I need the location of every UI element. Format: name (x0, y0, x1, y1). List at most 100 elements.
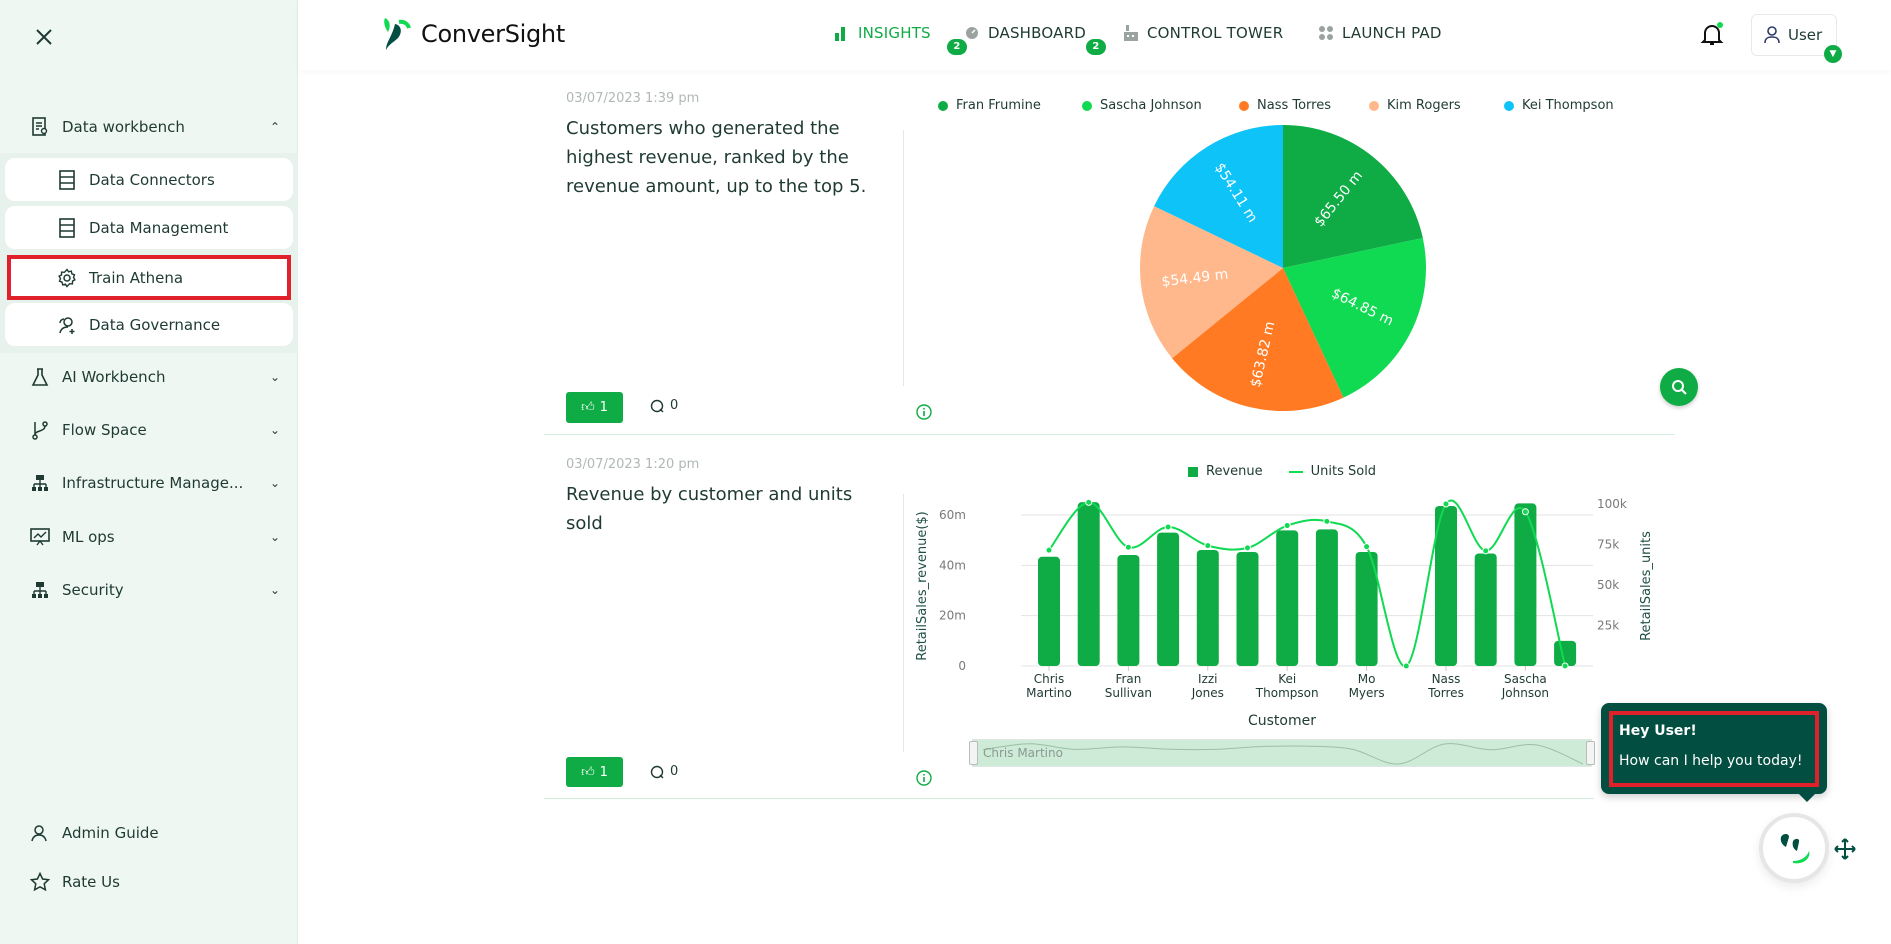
legend-dot (1504, 100, 1514, 111)
comment-icon (650, 399, 664, 412)
chevron-down-icon: ⌄ (269, 583, 280, 597)
x-tick-label: Kei (1278, 672, 1296, 686)
units-sold-point (1521, 508, 1529, 516)
slider-right-handle[interactable] (1586, 741, 1595, 765)
revenue-bar (1077, 502, 1100, 666)
like-button[interactable]: 👍︎ 1 (566, 757, 623, 787)
y2-tick-label: 50k (1597, 578, 1619, 592)
legend-revenue[interactable]: Revenue (1206, 464, 1263, 479)
tab-dashboard[interactable]: DASHBOARD 2 (965, 24, 1106, 55)
sidebar-item-label: Rate Us (62, 873, 120, 891)
x-tick-label: Johnson (1501, 686, 1549, 700)
info-icon[interactable] (916, 770, 932, 790)
tab-insights[interactable]: INSIGHTS 2 (835, 24, 967, 55)
sidebar-item-ai-workbench[interactable]: AI Workbench ⌄ (30, 362, 280, 392)
slider-label: Chris Martino (983, 746, 1063, 760)
y2-tick-label: 100k (1597, 497, 1627, 511)
sidebar-item-label: Data Governance (89, 315, 221, 334)
comment-button[interactable]: 0 (650, 764, 678, 779)
server-icon (57, 217, 77, 238)
units-sold-point (1085, 498, 1093, 506)
sidebar-item-flow-space[interactable]: Flow Space ⌄ (30, 415, 280, 445)
units-sold-point (1561, 662, 1569, 670)
legend-label: Kei Thompson (1522, 98, 1614, 113)
sidebar-item-label: Flow Space (62, 421, 147, 439)
legend-units-sold[interactable]: Units Sold (1310, 464, 1377, 479)
comment-count: 0 (670, 764, 679, 779)
tab-label: INSIGHTS (858, 24, 931, 42)
bubble-pointer (1799, 794, 1815, 802)
insight-date: 03/07/2023 1:39 pm (566, 91, 700, 106)
units-sold-point (1164, 523, 1172, 531)
insight-title: Revenue by customer and units sold (566, 484, 853, 534)
pie-legend-item[interactable]: Kim Rogers (1369, 98, 1504, 113)
x-tick-label: Sullivan (1105, 686, 1152, 700)
tab-launch-pad[interactable]: LAUNCH PAD (1319, 24, 1442, 42)
slider-preview-line (982, 743, 1584, 765)
like-button[interactable]: 👍︎ 1 (566, 392, 623, 423)
dashboard-count-badge: 2 (1086, 39, 1106, 55)
comment-count: 0 (670, 398, 679, 413)
sidebar-item-data-connectors[interactable]: Data Connectors (5, 158, 293, 201)
divider (903, 494, 904, 752)
sidebar-item-data-governance[interactable]: Data Governance (5, 303, 293, 346)
chevron-down-icon: ⌄ (269, 370, 280, 384)
pie-chart: $65.50 m$64.85 m$63.82 m$54.49 m$54.11 m (1140, 125, 1426, 411)
revenue-bar (1157, 532, 1180, 666)
gear-icon (57, 267, 77, 288)
units-sold-point (1402, 662, 1410, 670)
x-tick-label: Martino (1026, 686, 1072, 700)
pie-legend-item[interactable]: Fran Frumine (938, 98, 1082, 113)
close-icon[interactable] (33, 26, 55, 48)
conversight-logo[interactable]: ConverSight (381, 16, 565, 52)
pie-legend-item[interactable]: Nass Torres (1239, 98, 1369, 113)
pie-slice (1140, 206, 1283, 359)
tab-control-tower[interactable]: CONTROL TOWER (1124, 24, 1283, 42)
y2-tick-label: 25k (1597, 619, 1619, 633)
sidebar-item-train-athena[interactable]: Train Athena (7, 255, 291, 300)
slider-left-handle[interactable] (969, 741, 978, 765)
notification-bell-icon[interactable] (1700, 22, 1724, 52)
insights-count-badge: 2 (947, 39, 967, 55)
y-tick-label: 60m (939, 508, 966, 522)
thumbs-up-icon: 👍︎ (581, 764, 595, 780)
sidebar-item-data-workbench[interactable]: Data workbench ⌃ (30, 112, 280, 142)
x-tick-label: Mo (1358, 672, 1376, 686)
x-tick-label: Fran (1115, 672, 1141, 686)
user-icon (1764, 26, 1780, 44)
move-icon[interactable] (1834, 838, 1856, 864)
pie-legend-item[interactable]: Sascha Johnson (1082, 98, 1239, 113)
revenue-bar (1554, 640, 1577, 666)
sidebar-item-admin-guide[interactable]: Admin Guide (30, 818, 280, 848)
report-icon (30, 117, 50, 137)
sidebar-item-rate-us[interactable]: Rate Us (30, 867, 280, 897)
like-count: 1 (599, 400, 608, 415)
pie-slice (1154, 125, 1283, 268)
sidebar-item-ml-ops[interactable]: ML ops ⌄ (30, 522, 280, 552)
x-tick-label: Sascha (1504, 672, 1547, 686)
user-menu-button[interactable]: User ▼ (1751, 14, 1842, 63)
sidebar-item-data-management[interactable]: Data Management (5, 206, 293, 249)
info-icon[interactable] (916, 404, 932, 424)
pie-slice (1283, 237, 1426, 398)
thumbs-up-icon: 👍︎ (581, 400, 595, 415)
sidebar-item-infrastructure-management[interactable]: Infrastructure Manage... ⌄ (30, 468, 280, 498)
units-sold-point (1482, 547, 1490, 555)
legend-dot (1082, 100, 1092, 111)
comment-button[interactable]: 0 (650, 398, 678, 413)
legend-label: Nass Torres (1257, 98, 1332, 113)
search-button[interactable] (1660, 368, 1698, 406)
bar-chart-icon (835, 25, 849, 41)
legend-label: Sascha Johnson (1100, 98, 1202, 113)
assistant-avatar-button[interactable] (1759, 813, 1829, 883)
pie-legend-item[interactable]: Kei Thompson (1504, 98, 1624, 113)
revenue-bar (1435, 505, 1457, 666)
zoom-slider[interactable]: Chris Martino (969, 739, 1595, 767)
sidebar-item-security[interactable]: Security ⌄ (30, 575, 280, 605)
conversight-smile-icon (1780, 834, 1810, 864)
x-tick-label: Izzi (1198, 672, 1217, 686)
y-tick-label: 40m (939, 558, 966, 572)
x-tick-label: Jones (1191, 686, 1224, 700)
comment-icon (650, 765, 664, 778)
sidebar-item-label: Infrastructure Manage... (62, 474, 244, 492)
